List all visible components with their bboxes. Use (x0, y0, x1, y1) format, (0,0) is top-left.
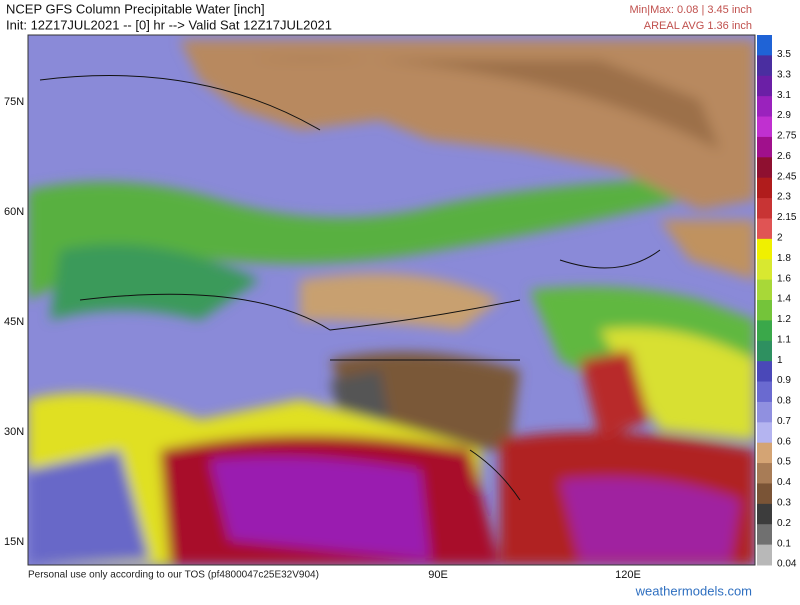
colorbar-swatch (757, 320, 772, 342)
colorbar-swatch (757, 55, 772, 77)
colorbar-label: 1.2 (777, 314, 791, 325)
colorbar-swatch (757, 422, 772, 444)
colorbar-swatch (757, 361, 772, 383)
colorbar-swatch (757, 238, 772, 260)
lat-label: 45N (4, 316, 24, 328)
lon-label: 120E (615, 569, 641, 581)
colorbar-swatch (757, 218, 772, 240)
min-max: Min|Max: 0.08 | 3.45 inch (630, 4, 753, 16)
lon-label: 90E (428, 569, 448, 581)
colorbar-swatch (757, 442, 772, 464)
colorbar-label: 2.75 (777, 131, 797, 142)
site: weathermodels.com (635, 583, 752, 598)
colorbar-swatch (757, 524, 772, 546)
colorbar-swatch (757, 177, 772, 199)
map (27, 34, 756, 566)
colorbar-swatch (757, 75, 772, 97)
colorbar-label: 0.04 (777, 559, 797, 570)
colorbar-swatch (757, 381, 772, 403)
colorbar-swatch (757, 35, 772, 56)
colorbar-label: 0.3 (777, 497, 791, 508)
colorbar-swatch (757, 503, 772, 525)
colorbar-label: 0.1 (777, 538, 791, 549)
colorbar-label: 3.3 (777, 69, 791, 80)
colorbar-label: 0.4 (777, 477, 791, 488)
colorbar-label: 3.1 (777, 90, 791, 101)
colorbar-label: 0.8 (777, 396, 791, 407)
areal-avg: AREAL AVG 1.36 inch (644, 20, 752, 32)
colorbar-label: 1.8 (777, 253, 791, 264)
colorbar-label: 0.7 (777, 416, 791, 427)
colorbar-swatch (757, 463, 772, 484)
colorbar-label: 1 (777, 355, 783, 366)
colorbar-label: 1.4 (777, 294, 791, 305)
lat-label: 15N (4, 536, 24, 548)
colorbar-swatch (757, 279, 772, 301)
colorbar: 3.5 3.3 3.1 2.9 2.75 2.6 2.45 2.3 2.15 2 1.8 1.6 1.4… (757, 35, 797, 570)
colorbar-swatch (757, 401, 772, 423)
lat-label: 30N (4, 426, 24, 438)
colorbar-swatch (757, 300, 772, 321)
colorbar-swatch (757, 157, 772, 179)
lat-label: 75N (4, 96, 24, 108)
colorbar-swatch (757, 340, 772, 362)
colorbar-label: 1.6 (777, 273, 791, 284)
colorbar-swatch (757, 96, 772, 118)
colorbar-swatch (757, 544, 772, 566)
colorbar-swatch (757, 116, 772, 138)
colorbar-label: 2.9 (777, 110, 791, 121)
lat-label: 60N (4, 206, 24, 218)
colorbar-label: 2 (777, 232, 783, 243)
colorbar-label: 0.9 (777, 375, 791, 386)
colorbar-swatch (757, 198, 772, 219)
colorbar-label: 2.6 (777, 151, 791, 162)
colorbar-label: 2.3 (777, 192, 791, 203)
colorbar-label: 0.5 (777, 457, 791, 468)
lat-labels: 75N 60N 45N 30N 15N (4, 96, 24, 548)
colorbar-swatch (757, 136, 772, 158)
colorbar-label: 0.2 (777, 518, 791, 529)
colorbar-swatch (757, 259, 772, 281)
lon-labels: 90E 120E (428, 569, 641, 581)
colorbar-label: 2.45 (777, 171, 797, 182)
map-frame (27, 34, 756, 566)
colorbar-label: 2.15 (777, 212, 797, 223)
title: NCEP GFS Column Precipitable Water [inch… (6, 1, 265, 16)
colorbar-swatch (757, 483, 772, 505)
colorbar-label: 3.5 (777, 49, 791, 60)
colorbar-label: 1.1 (777, 334, 791, 345)
colorbar-label: 0.6 (777, 436, 791, 447)
init-line: Init: 12Z17JUL2021 -- [0] hr --> Valid S… (6, 17, 332, 32)
precip-field (28, 35, 755, 565)
tos-note: Personal use only according to our TOS (… (28, 570, 319, 581)
